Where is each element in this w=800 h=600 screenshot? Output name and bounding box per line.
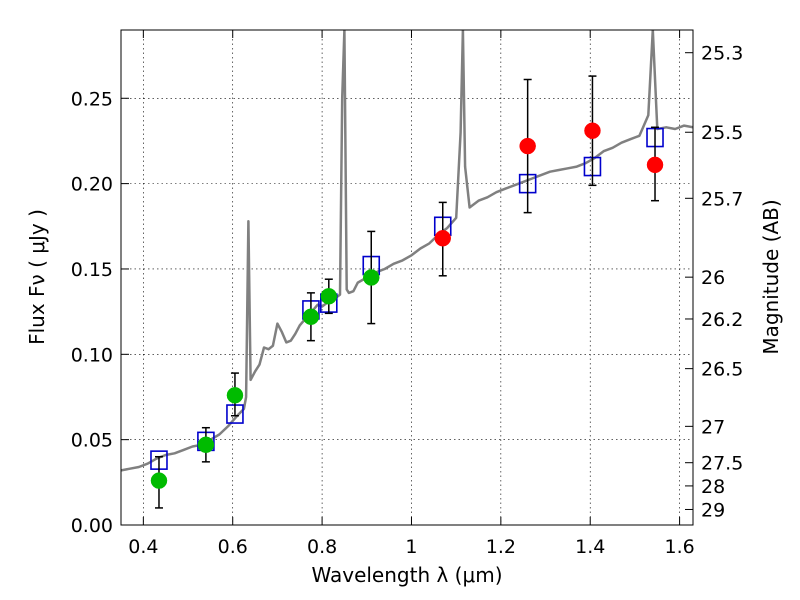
y2-tick-label: 27.5 [701, 453, 743, 475]
spectrum-line [121, 30, 693, 472]
y2-tick-label: 26.5 [701, 359, 743, 381]
y2-tick-label: 26.2 [701, 309, 743, 331]
y2-axis-label: Magnitude (AB) [759, 199, 783, 354]
plot-area [121, 30, 693, 525]
x-tick-label: 1.4 [575, 536, 605, 558]
y2-tick-label: 29 [701, 499, 725, 521]
green-photometry-point [363, 269, 380, 286]
red-photometry-point [584, 122, 601, 139]
y2-tick-label: 28 [701, 476, 725, 498]
y-tick-label: 0.05 [71, 430, 113, 452]
y-tick-label: 0.15 [71, 259, 113, 281]
grid [121, 30, 693, 525]
tick-labels: 0.4 0.6 0.8 1 1.2 1.4 1.6 0.00 0.05 0.10 0.15 0.20 0… [71, 43, 744, 558]
y-tick-label: 0.00 [71, 515, 113, 537]
x-tick-label: 1 [405, 536, 417, 558]
red-photometry-point [646, 156, 664, 174]
y2-tick-label: 25.5 [701, 122, 743, 144]
x-tick-label: 0.8 [307, 536, 337, 558]
green-photometry-point [150, 472, 168, 489]
x-tick-label: 0.6 [218, 536, 248, 558]
green-photometry-point [302, 308, 320, 326]
ticks [121, 30, 693, 526]
green-photometry-point [197, 436, 215, 454]
x-tick-label: 1.2 [486, 536, 516, 558]
x-axis-label: Wavelength λ (μm) [311, 563, 502, 587]
green-photometry-point [226, 387, 244, 404]
y-tick-label: 0.25 [71, 88, 113, 110]
y2-tick-label: 25.3 [701, 43, 743, 65]
x-tick-label: 0.4 [128, 536, 158, 558]
red-photometry-point [434, 229, 451, 247]
x-tick-label: 1.6 [664, 536, 694, 558]
green-photometry-point [320, 288, 338, 305]
y2-tick-label: 26 [701, 267, 725, 289]
red-photometry-point [519, 137, 536, 155]
y-axis-label: Flux Fν ( μJy ) [25, 209, 49, 345]
y2-tick-label: 25.7 [701, 188, 743, 210]
y-tick-label: 0.20 [71, 174, 113, 196]
y-tick-label: 0.10 [71, 344, 113, 366]
error-bars [150, 75, 664, 509]
y2-tick-label: 27 [701, 416, 725, 438]
